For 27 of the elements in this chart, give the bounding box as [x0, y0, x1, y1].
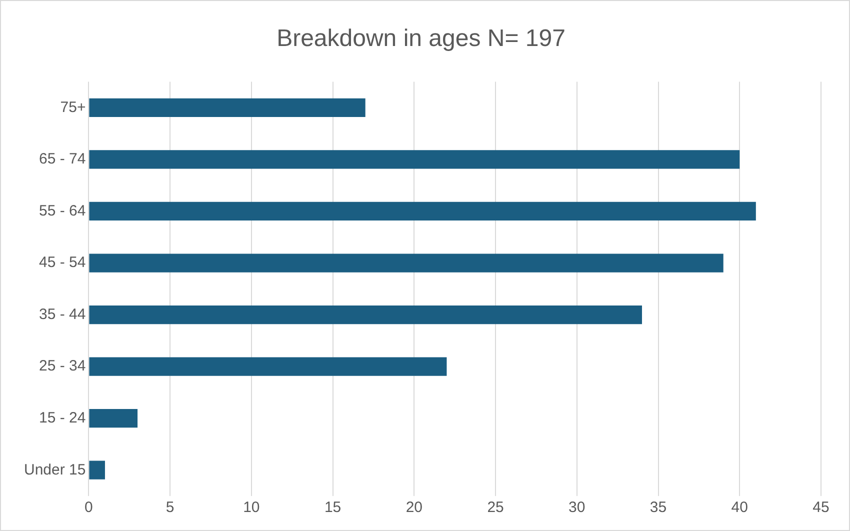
- bar: [89, 150, 740, 169]
- y-tick-label: 35 - 44: [39, 306, 86, 323]
- y-tick-label: 75+: [60, 98, 86, 116]
- x-tick-label: 30: [568, 499, 586, 516]
- x-tick-label: 15: [324, 499, 342, 516]
- x-tick-label: 40: [731, 499, 748, 516]
- bar: [89, 305, 642, 324]
- bar: [89, 357, 447, 376]
- bar: [89, 98, 366, 118]
- x-tick-label: 0: [84, 499, 93, 516]
- y-tick-label: 65 - 74: [39, 150, 86, 168]
- x-tick-label: 20: [406, 499, 423, 516]
- y-tick-label: 45 - 54: [39, 254, 86, 272]
- x-tick-label: 5: [166, 499, 174, 516]
- bar: [89, 460, 105, 480]
- y-tick-label: 15 - 24: [39, 409, 86, 426]
- bar: [89, 202, 756, 221]
- x-tick-label: 45: [812, 499, 830, 516]
- y-tick-label: 25 - 34: [39, 358, 86, 375]
- x-tick-label: 25: [487, 499, 504, 516]
- y-tick-label: Under 15: [24, 461, 86, 478]
- x-tick-label: 35: [650, 499, 667, 516]
- y-tick-label: 55 - 64: [39, 202, 86, 220]
- chart-title: Breakdown in ages N= 197: [276, 25, 566, 52]
- bar: [89, 254, 724, 272]
- bar: [89, 409, 138, 428]
- x-tick-label: 10: [243, 499, 260, 516]
